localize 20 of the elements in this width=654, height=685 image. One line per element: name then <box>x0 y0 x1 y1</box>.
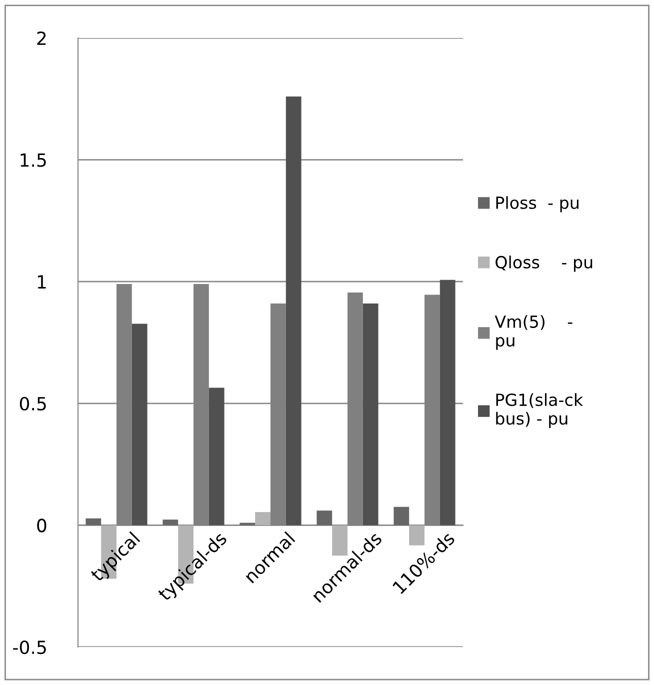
y-tick-label: 1 <box>38 275 46 288</box>
legend-label: PG1(sla-ck bus) - pu <box>496 393 584 428</box>
bar <box>255 512 270 526</box>
bar <box>132 324 148 526</box>
bar <box>162 520 178 526</box>
legend-label: Vm(5) - pu <box>494 315 572 350</box>
y-tick-label: 0 <box>37 518 46 532</box>
legend-label: Qloss - pu <box>496 256 592 272</box>
y-tick-label: -0.5 <box>13 640 46 654</box>
bar <box>362 304 378 526</box>
y-tick-label: 2 <box>37 31 46 45</box>
y-tick-label: 0.5 <box>20 396 46 411</box>
bar <box>208 388 224 526</box>
bar <box>316 510 332 526</box>
bar <box>286 96 302 526</box>
bar <box>86 518 102 526</box>
legend-label: Ploss - pu <box>496 196 578 212</box>
bar <box>394 506 410 526</box>
y-tick-label: 1.5 <box>20 153 46 167</box>
bar <box>440 280 456 526</box>
